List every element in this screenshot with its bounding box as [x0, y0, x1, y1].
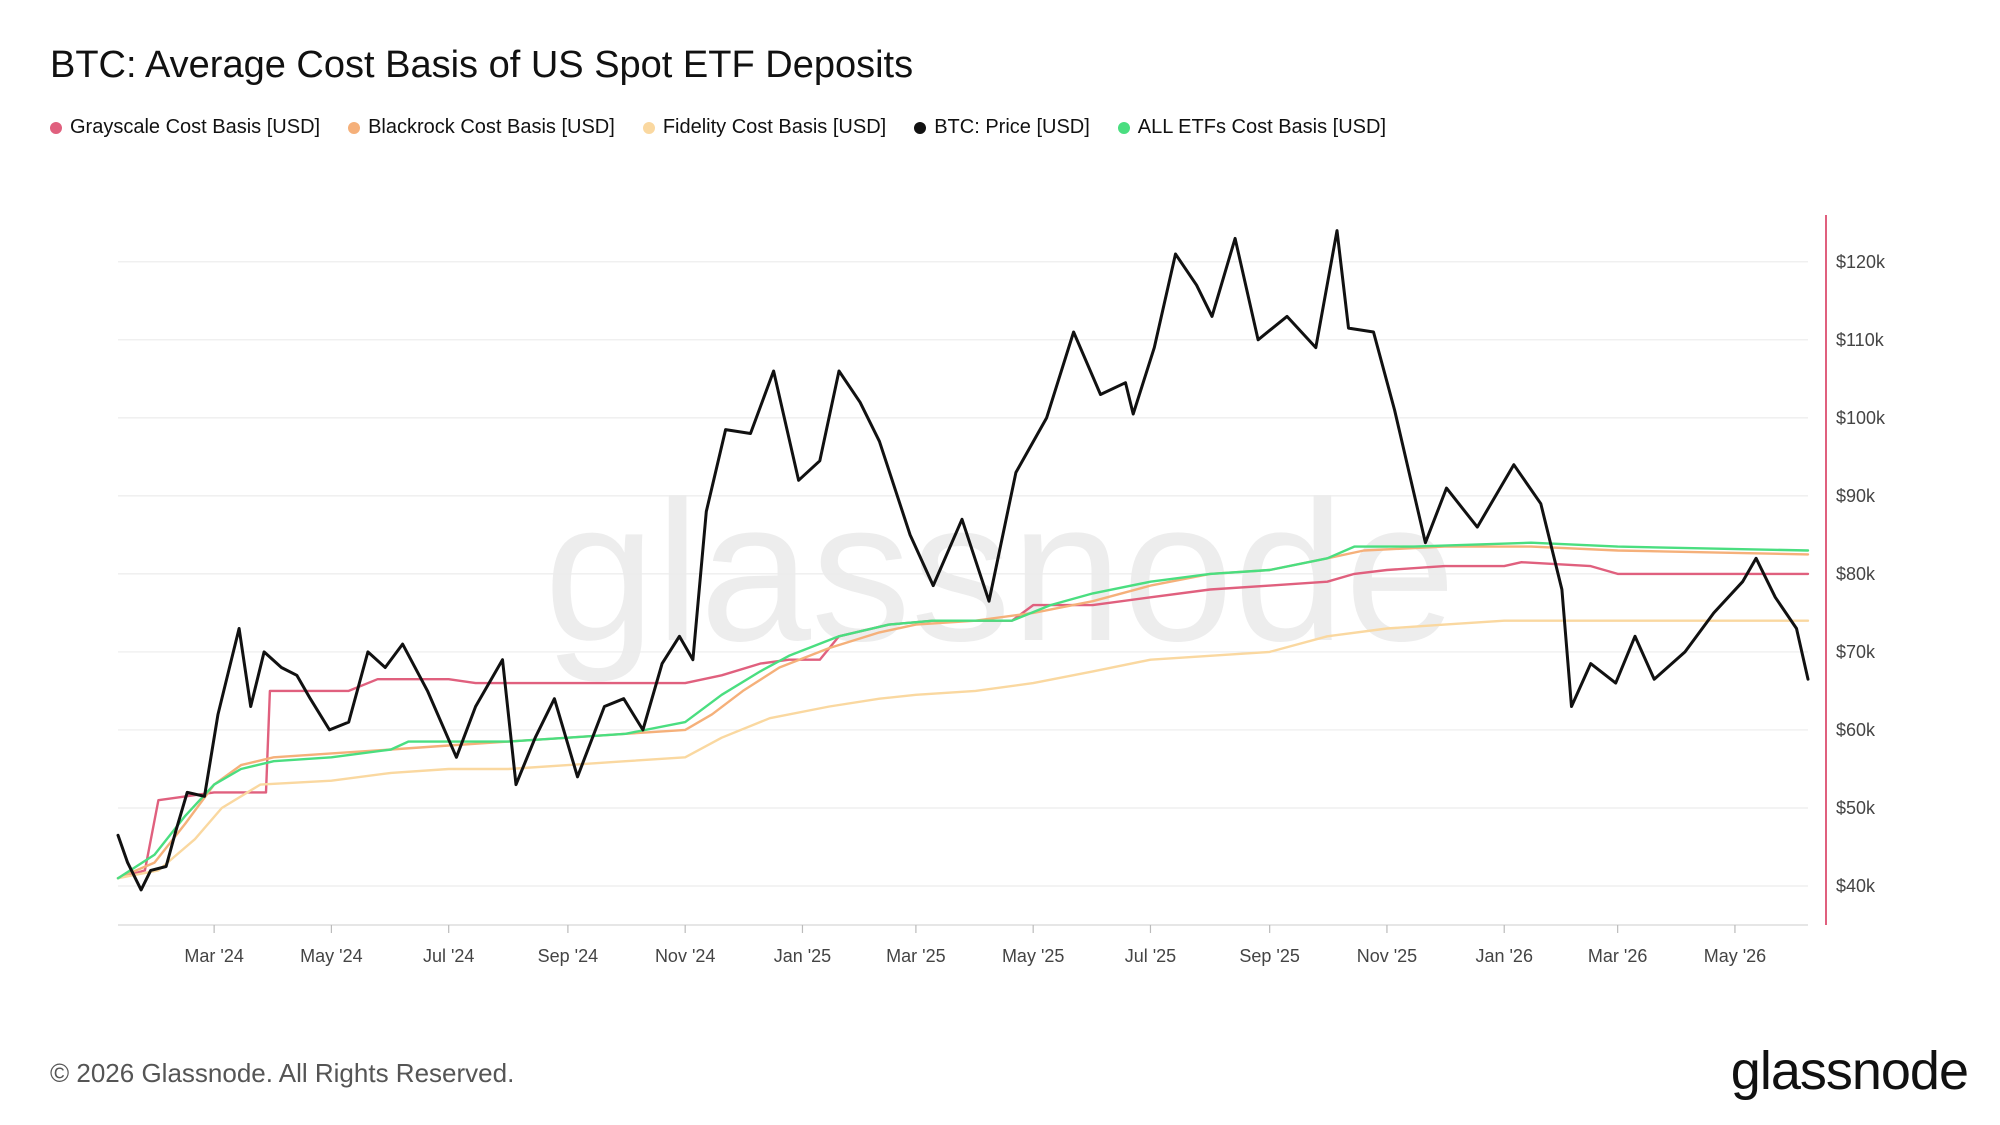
y-tick-label: $60k [1836, 720, 1876, 740]
y-tick-label: $120k [1836, 252, 1886, 272]
x-tick-label: Jan '26 [1475, 946, 1532, 966]
y-tick-label: $90k [1836, 486, 1876, 506]
x-tick-label: Mar '25 [886, 946, 945, 966]
x-tick-label: Mar '24 [184, 946, 243, 966]
x-tick-label: Nov '24 [655, 946, 715, 966]
series-line-btc-price-usd[interactable] [116, 229, 1810, 892]
series-line-all-etfs-cost-basis-usd[interactable] [116, 541, 1810, 880]
x-axis: Mar '24 May '24 Jul '24 Sep '24 Nov '24 Jan '… [118, 924, 1808, 966]
legend-label-btc-price: BTC: Price [USD] [934, 116, 1090, 138]
legend-dot-blackrock [348, 121, 361, 134]
x-tick-label: Sep '24 [538, 946, 599, 966]
x-tick-label: Jul '24 [423, 946, 474, 966]
series-line-fidelity-cost-basis-usd[interactable] [116, 619, 1810, 880]
y-tick-label: $50k [1836, 798, 1876, 818]
legend-label-all-etfs: ALL ETFs Cost Basis [USD] [1137, 116, 1386, 138]
chart-title: BTC: Average Cost Basis of US Spot ETF D… [50, 44, 914, 86]
y-tick-label: $110k [1836, 330, 1885, 350]
x-tick-label: May '25 [1002, 946, 1064, 966]
legend-label-grayscale: Grayscale Cost Basis [USD] [70, 116, 321, 138]
legend-label-fidelity: Fidelity Cost Basis [USD] [662, 116, 887, 138]
x-tick-label: May '24 [300, 946, 362, 966]
y-tick-label: $100k [1836, 408, 1886, 428]
y-tick-label: $40k [1836, 876, 1876, 896]
gridlines [118, 261, 1808, 887]
copyright-footer: © 2026 Glassnode. All Rights Reserved. [50, 1058, 515, 1088]
legend-label-blackrock: Blackrock Cost Basis [USD] [368, 116, 615, 138]
legend-item-all-etfs[interactable]: ALL ETFs Cost Basis [USD] [1117, 116, 1386, 139]
glassnode-logo[interactable]: glassnode [1730, 1041, 1969, 1101]
legend-dot-fidelity [642, 121, 655, 134]
legend-dot-btc-price [914, 121, 927, 134]
legend-dot-all-etfs [1117, 121, 1130, 134]
legend: Grayscale Cost Basis [USD] Blackrock Cos… [50, 116, 1386, 139]
y-tick-label: $70k [1836, 642, 1876, 662]
legend-item-grayscale[interactable]: Grayscale Cost Basis [USD] [50, 116, 320, 139]
x-tick-label: May '26 [1704, 946, 1766, 966]
x-tick-label: Jan '25 [774, 946, 831, 966]
legend-dot-grayscale [50, 121, 62, 134]
watermark: glassnode [544, 460, 1456, 683]
x-tick-label: Mar '26 [1588, 946, 1647, 966]
series-lines [116, 229, 1810, 892]
x-tick-label: Nov '25 [1357, 946, 1417, 966]
y-axis: $40k $50k $60k $70k $80k $90k $100k $110k $120k [1825, 215, 1886, 925]
x-tick-label: Sep '25 [1239, 946, 1300, 966]
x-tick-label: Jul '25 [1125, 946, 1176, 966]
y-tick-label: $80k [1836, 564, 1876, 584]
legend-item-fidelity[interactable]: Fidelity Cost Basis [USD] [642, 116, 887, 139]
line-chart[interactable]: glassnode $40k$50k$60k$70k$80k$90k$100k$… [0, 0, 2000, 1000]
legend-item-blackrock[interactable]: Blackrock Cost Basis [USD] [348, 116, 615, 139]
legend-item-btc-price[interactable]: BTC: Price [USD] [914, 116, 1090, 139]
